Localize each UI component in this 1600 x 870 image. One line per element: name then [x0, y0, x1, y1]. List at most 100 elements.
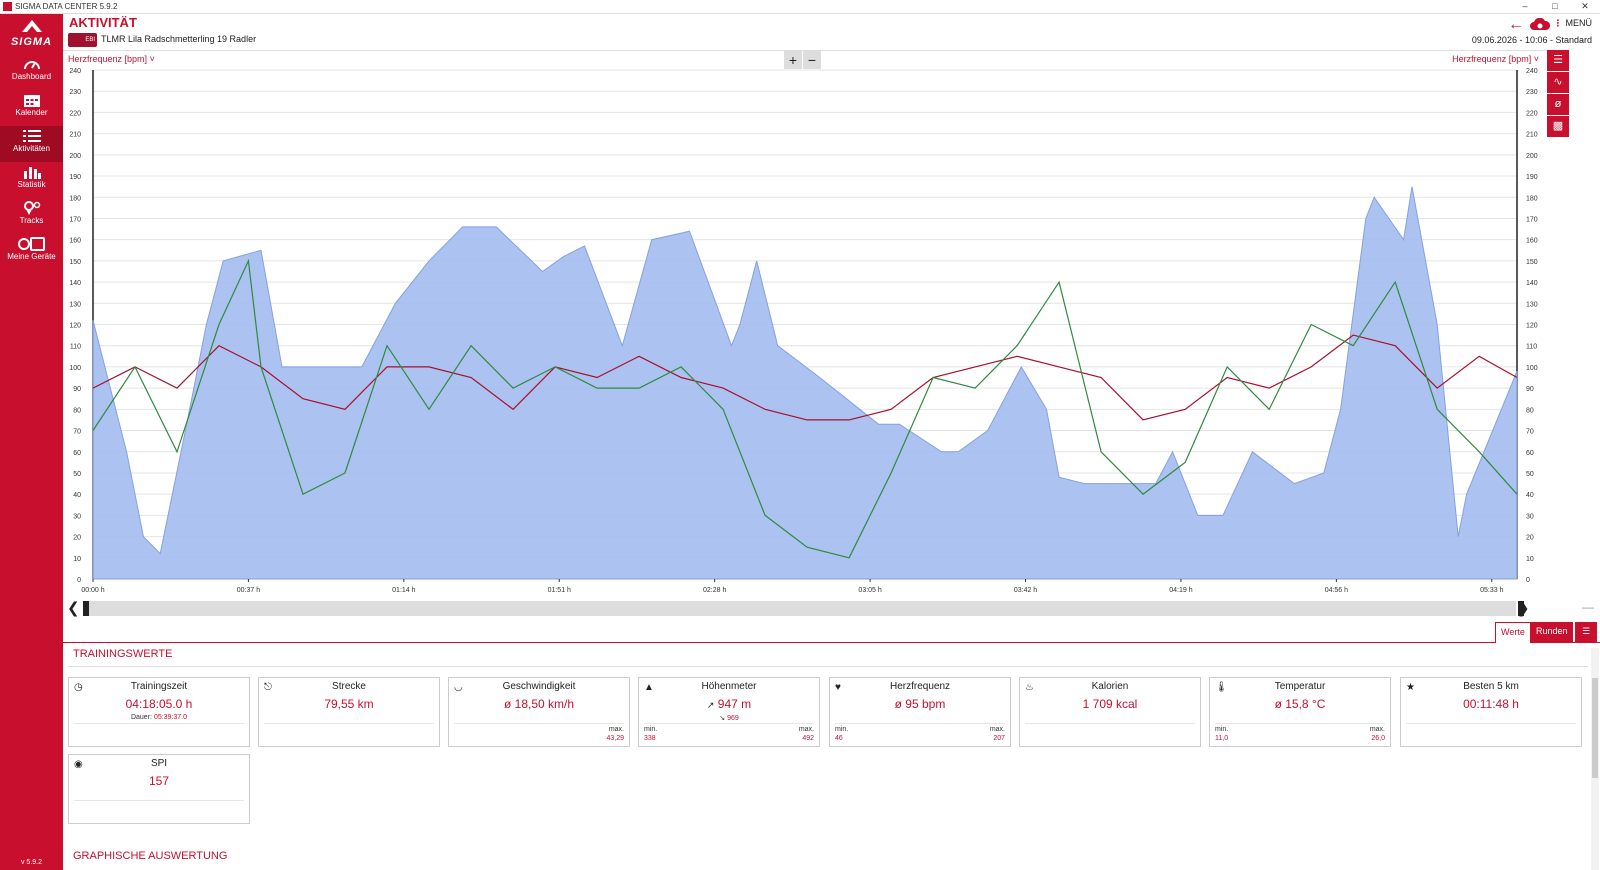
spi-icon: ◉ — [74, 759, 83, 770]
card-value: ø 18,50 km/h — [503, 697, 575, 711]
sidebar-item-aktivitaeten[interactable]: Aktivitäten — [0, 126, 63, 162]
card-besten-5km: ★ Besten 5 km 00:11:48 h — [1400, 677, 1582, 747]
card-trainingszeit: ◷ Trainingszeit 04:18:05.0 h Dauer: 05:3… — [68, 677, 250, 747]
map-pin-icon — [23, 201, 40, 215]
window-titlebar: SIGMA DATA CENTER 5.9.2 – □ ✕ — [0, 0, 1600, 14]
sidebar-item-meine-geraete[interactable]: Meine Geräte — [0, 234, 63, 270]
back-arrow-icon[interactable]: ← — [1508, 16, 1524, 33]
sigma-logo[interactable]: SIGMA — [0, 20, 63, 50]
card-geschwindigkeit: ◡ Geschwindigkeit ø 18,50 km/h max. 43,29 — [448, 677, 630, 747]
tab-list-icon[interactable]: ☰ — [1575, 622, 1597, 643]
tab-runden[interactable]: Runden — [1531, 622, 1573, 643]
y-tick-label-left: 30 — [73, 513, 81, 520]
y-tick-label-right: 90 — [1526, 386, 1534, 393]
app-icon — [3, 2, 12, 11]
max-label: max. — [1369, 726, 1385, 733]
card-sub: ↘ 969 — [639, 714, 819, 722]
card-divider — [264, 723, 434, 724]
x-tick-label: 03:42 h — [1014, 587, 1037, 594]
y-tick-label-left: 90 — [73, 386, 81, 393]
scrollbar-thumb[interactable] — [1592, 678, 1598, 778]
left-axis-metric-selector[interactable]: Herzfrequenz [bpm] ˅ — [68, 54, 155, 64]
chart-curve-icon[interactable]: ∿ — [1547, 72, 1569, 93]
sigma-logo-text: SIGMA — [10, 36, 53, 48]
y-tick-label-right: 200 — [1526, 153, 1538, 160]
card-name: Temperatur — [1274, 681, 1326, 692]
minimize-button[interactable]: – — [1522, 1, 1528, 11]
y-tick-label-right: 230 — [1526, 89, 1538, 96]
star-icon: ★ — [1406, 682, 1415, 693]
menu-button[interactable]: ⋮ MENÜ — [1554, 18, 1593, 29]
page-title: AKTIVITÄT — [69, 15, 137, 30]
timeline-scrubber: ❮ ❯ — — [63, 600, 1600, 618]
y-tick-label-left: 120 — [69, 323, 81, 330]
card-divider — [1215, 723, 1385, 724]
series-line-2 — [92, 258, 1518, 559]
zoom-in-button[interactable]: + — [784, 51, 802, 69]
y-tick-label-right: 160 — [1526, 238, 1538, 245]
chevron-left-icon[interactable]: ❮ — [67, 600, 80, 617]
chart-histogram-icon[interactable]: ▩ — [1547, 116, 1569, 137]
calendar-icon — [23, 95, 40, 107]
y-tick-label-left: 160 — [69, 238, 81, 245]
heart-icon: ♥ — [835, 682, 841, 693]
flame-icon: ♨ — [1025, 682, 1034, 693]
maximize-button[interactable]: □ — [1552, 1, 1558, 11]
card-max: max. 43,29 — [606, 725, 624, 743]
y-tick-label-right: 10 — [1526, 556, 1534, 563]
x-tick-label: 03:05 h — [858, 587, 881, 594]
sidebar-item-label: Tracks — [19, 216, 44, 225]
window-title: SIGMA DATA CENTER 5.9.2 — [15, 2, 118, 11]
thermometer-icon: 🌡 — [1215, 682, 1228, 693]
sidebar: SIGMA Dashboard Kalender Aktivitäten Sta… — [0, 14, 63, 870]
sidebar-item-kalender[interactable]: Kalender — [0, 90, 63, 126]
cloud-sync-icon[interactable] — [1530, 17, 1551, 36]
y-tick-label-left: 200 — [69, 153, 81, 160]
max-label: max. — [798, 726, 814, 733]
max-label: max. — [608, 726, 624, 733]
graphische-auswertung-title: GRAPHISCHE AUSWERTUNG — [73, 850, 228, 862]
y-tick-label-left: 50 — [73, 471, 81, 478]
y-tick-label-left: 110 — [70, 344, 81, 351]
card-min: min. 11,0 — [1215, 725, 1228, 743]
timeline-start-handle[interactable] — [83, 601, 89, 616]
detail-tabs: Werte Runden ☰ — [63, 621, 1600, 643]
sidebar-item-dashboard[interactable]: Dashboard — [0, 54, 63, 90]
descent-icon: ↘ — [719, 715, 726, 722]
bar-chart-icon — [23, 167, 41, 179]
close-button[interactable]: ✕ — [1581, 1, 1589, 11]
card-value: ø 15,8 °C — [1274, 697, 1326, 711]
card-divider — [454, 723, 624, 724]
zoom-out-button[interactable]: − — [803, 51, 821, 69]
y-tick-label-right: 100 — [1526, 365, 1538, 372]
activity-chart[interactable]: 0 0 10 10 20 20 30 30 40 40 50 50 60 60 70 70 80 80 90 90 10… — [63, 53, 1547, 599]
y-tick-label-right: 110 — [1526, 344, 1537, 351]
x-tick-label: 04:56 h — [1325, 587, 1348, 594]
y-tick-label-right: 40 — [1526, 492, 1534, 499]
sidebar-item-tracks[interactable]: Tracks — [0, 198, 63, 234]
chart-panel: Herzfrequenz [bpm] ˅ Herzfrequenz [bpm] … — [63, 50, 1547, 598]
sidebar-item-statistik[interactable]: Statistik — [0, 162, 63, 198]
card-min: min. 338 — [644, 725, 657, 743]
card-divider — [74, 723, 244, 724]
zoom-controls: + − — [784, 51, 822, 69]
timeline-track[interactable] — [88, 601, 1516, 616]
vertical-scrollbar[interactable] — [1591, 648, 1599, 870]
y-tick-label-right: 60 — [1526, 450, 1534, 457]
tab-werte[interactable]: Werte — [1495, 622, 1531, 643]
x-tick-label: 05:33 h — [1480, 587, 1503, 594]
y-tick-label-right: 80 — [1526, 407, 1534, 414]
card-herzfrequenz: ♥ Herzfrequenz ø 95 bpm min. 46 max. 207 — [829, 677, 1011, 747]
chart-average-icon[interactable]: ø — [1547, 94, 1569, 115]
card-divider — [74, 800, 244, 801]
section-divider — [68, 666, 1588, 667]
y-tick-label-left: 80 — [73, 407, 81, 414]
chart-list-icon[interactable]: ☰ — [1547, 50, 1569, 71]
min-label: min. — [644, 726, 658, 733]
collapse-icon[interactable]: — — [1582, 600, 1594, 614]
chevron-right-icon[interactable]: ❯ — [1517, 600, 1530, 617]
card-name: Trainingszeit — [130, 681, 188, 692]
y-tick-label-right: 240 — [1526, 68, 1538, 75]
right-axis-metric-selector[interactable]: Herzfrequenz [bpm] ˅ — [1452, 54, 1539, 64]
timeline-end-handle[interactable] — [1518, 601, 1524, 616]
